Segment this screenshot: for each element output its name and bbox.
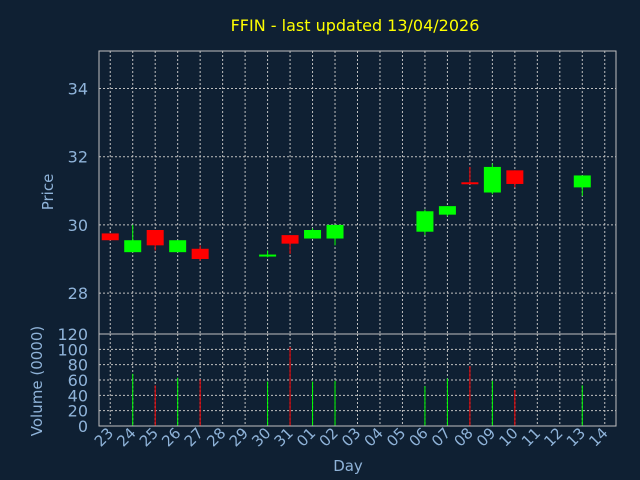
volume-grid <box>99 334 616 426</box>
volume-tick-label: 0 <box>78 417 88 436</box>
candle-body <box>101 233 119 241</box>
volume-tick-label: 40 <box>68 386 88 405</box>
candle-body <box>146 230 164 246</box>
candle-body <box>124 240 142 253</box>
volume-axis-label: Volume (0000) <box>28 326 46 436</box>
day-axis-label: Day <box>333 457 363 475</box>
price-y-tick-labels: 28 30 32 34 <box>68 80 88 304</box>
price-tick-label: 34 <box>68 80 88 99</box>
candle-body <box>438 206 456 215</box>
day-tick-label: 14 <box>585 424 611 450</box>
chart-title: FFIN - last updated 13/04/2026 <box>231 16 480 35</box>
volume-panel-frame <box>98 333 617 427</box>
volume-tick-label: 100 <box>57 340 88 359</box>
candle-body <box>461 182 479 185</box>
volume-tick-label: 60 <box>68 371 88 390</box>
candle-body <box>506 170 524 184</box>
candle-body <box>483 166 501 193</box>
price-tick-label: 30 <box>68 216 88 235</box>
volume-tick-label: 80 <box>68 356 88 375</box>
candle-body <box>573 175 591 188</box>
volume-tick-label: 20 <box>68 402 88 421</box>
candle-body <box>191 248 209 259</box>
price-candles <box>101 163 591 261</box>
day-tick-labels: 2324252627282930310102030405060708091011… <box>91 424 612 450</box>
volume-bars <box>132 347 583 426</box>
volume-tick-label: 120 <box>57 325 88 344</box>
candle-body <box>169 240 187 253</box>
price-tick-label: 28 <box>68 284 88 303</box>
price-grid <box>99 51 616 334</box>
price-axis-label: Price <box>39 174 57 211</box>
candle-body <box>416 211 434 232</box>
candle-body <box>259 254 277 257</box>
price-tick-label: 32 <box>68 148 88 167</box>
candle-body <box>281 235 299 244</box>
candle-body <box>326 224 344 239</box>
candle-body <box>304 230 322 239</box>
